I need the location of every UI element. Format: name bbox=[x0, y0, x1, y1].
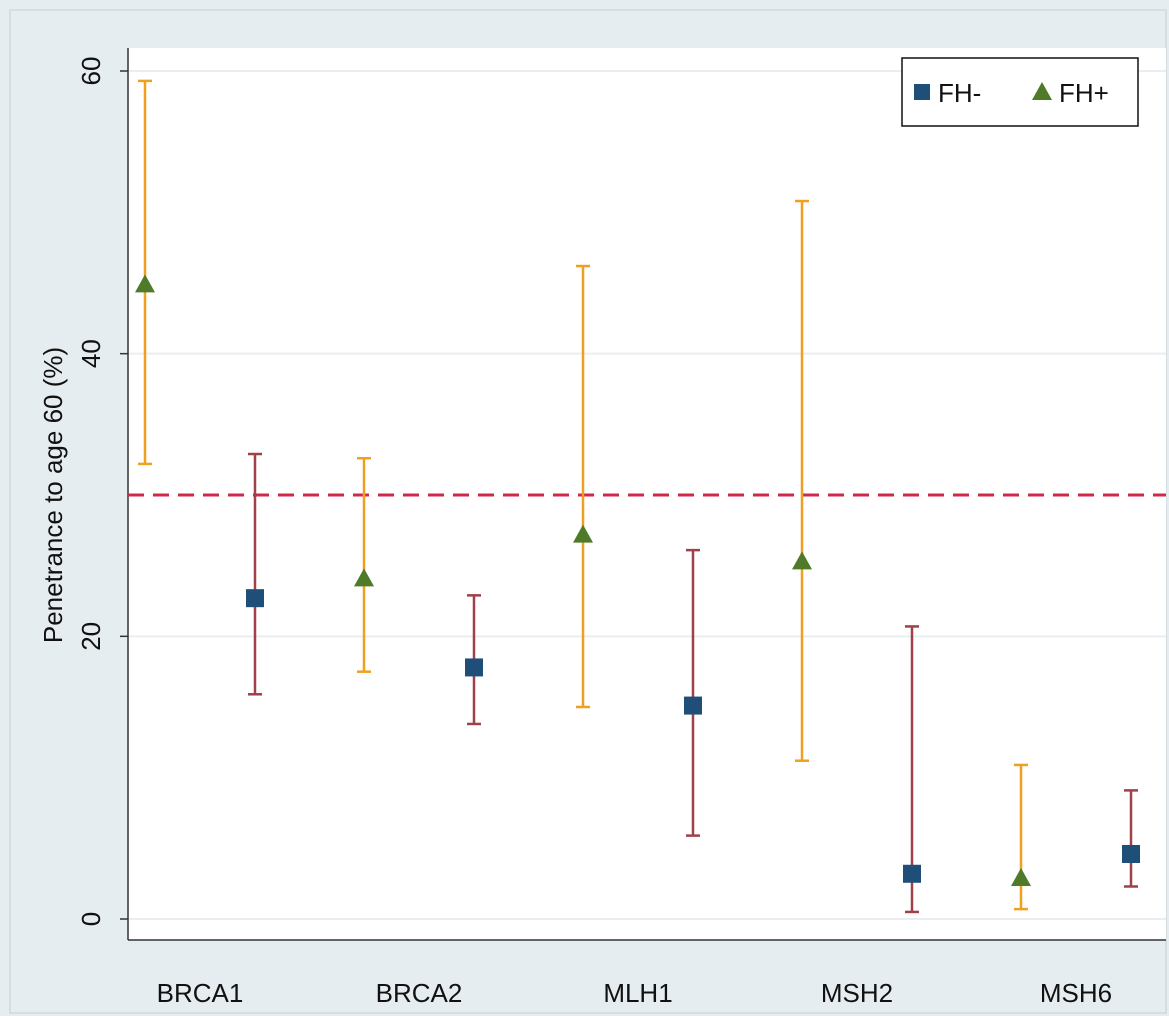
marker-layer bbox=[135, 274, 1140, 887]
errorbar-layer bbox=[138, 79, 1138, 914]
legend-label-fh-minus: FH- bbox=[938, 78, 981, 108]
point-fh-plus bbox=[573, 524, 593, 543]
y-tick-label: 60 bbox=[76, 57, 106, 86]
x-tick-label: MSH6 bbox=[1040, 978, 1112, 1008]
legend-box bbox=[901, 57, 1139, 127]
point-fh-minus bbox=[1122, 844, 1140, 863]
x-tick-label: MSH2 bbox=[821, 978, 893, 1008]
point-fh-plus bbox=[1011, 868, 1031, 887]
point-fh-minus bbox=[903, 864, 921, 883]
point-fh-plus bbox=[354, 568, 374, 587]
x-tick-label: BRCA2 bbox=[376, 978, 463, 1008]
point-fh-plus bbox=[135, 274, 155, 293]
y-tick-label: 0 bbox=[76, 912, 106, 926]
legend: FH- FH+ bbox=[901, 57, 1139, 127]
point-fh-minus bbox=[246, 589, 264, 608]
y-axis-title: Penetrance to age 60 (%) bbox=[38, 347, 68, 643]
legend-label-fh-plus: FH+ bbox=[1059, 78, 1109, 108]
y-tick-label: 20 bbox=[76, 622, 106, 651]
point-fh-minus bbox=[465, 658, 483, 677]
point-fh-minus bbox=[684, 696, 702, 715]
legend-marker-fh-plus bbox=[1032, 82, 1052, 100]
x-tick-label: BRCA1 bbox=[157, 978, 244, 1008]
x-tick-label: MLH1 bbox=[603, 978, 672, 1008]
y-tick-label: 40 bbox=[76, 339, 106, 368]
point-fh-plus bbox=[792, 551, 812, 570]
axis-layer: 0 20 40 60 Penetrance to age 60 (%) BRCA1 BRCA… bbox=[38, 48, 1166, 1008]
legend-marker-fh-minus bbox=[914, 84, 930, 100]
